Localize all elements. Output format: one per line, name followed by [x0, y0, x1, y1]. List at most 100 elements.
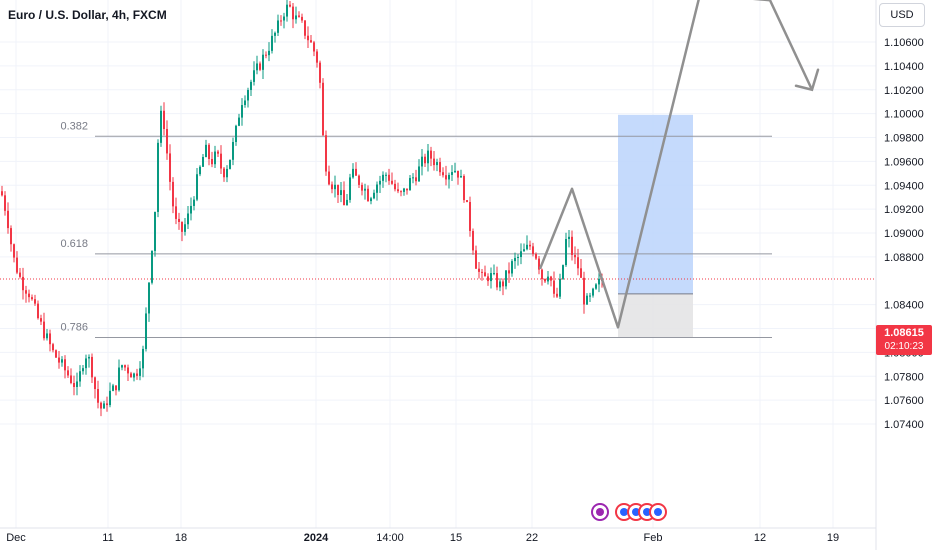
last-price-value: 1.08615 — [884, 327, 924, 339]
candle-body — [301, 16, 303, 21]
candle-body — [484, 272, 486, 277]
candle-body — [103, 403, 105, 409]
candle-body — [478, 268, 480, 272]
candle-body — [427, 150, 429, 164]
price-axis-label: 1.09400 — [884, 180, 924, 192]
candle-body — [421, 156, 423, 167]
candle-body — [568, 236, 570, 239]
candle-body — [397, 189, 399, 192]
candle-body — [559, 278, 561, 297]
position-stop-zone — [618, 293, 693, 338]
candle-body — [205, 144, 207, 157]
event-icon-core — [643, 508, 651, 516]
candle-body — [64, 359, 66, 371]
candle-body — [139, 368, 141, 376]
candle-body — [400, 191, 402, 193]
candle-body — [418, 166, 420, 182]
candle-body — [91, 356, 93, 378]
candle-body — [151, 250, 153, 283]
candle-body — [409, 178, 411, 191]
candle-body — [250, 81, 252, 90]
candle-body — [385, 174, 387, 176]
candle-body — [508, 270, 510, 274]
candle-body — [262, 54, 264, 70]
candle-body — [247, 89, 249, 101]
candle-body — [106, 403, 108, 406]
symbol-title[interactable]: Euro / U.S. Dollar, 4h, FXCM — [8, 8, 167, 22]
candle-body — [82, 368, 84, 372]
time-axis-label: 11 — [102, 532, 113, 544]
candle-body — [196, 174, 198, 200]
candle-body — [436, 162, 438, 166]
candle-body — [28, 293, 30, 298]
candle-body — [178, 218, 180, 223]
candle-body — [25, 290, 27, 294]
candle-body — [598, 278, 600, 285]
candle-body — [502, 281, 504, 287]
candle-body — [535, 253, 537, 259]
candle-body — [445, 175, 447, 180]
candle-body — [4, 195, 6, 211]
candle-body — [412, 177, 414, 179]
fib-level-label: 0.382 — [60, 120, 88, 132]
candle-body — [136, 373, 138, 376]
price-axis-label: 1.09200 — [884, 204, 924, 216]
candle-body — [19, 272, 21, 277]
time-axis-label: 22 — [526, 532, 538, 544]
candle-body — [454, 170, 456, 173]
candle-body — [142, 348, 144, 369]
candle-body — [463, 175, 465, 201]
candle-body — [472, 230, 474, 251]
candle-body — [361, 184, 363, 191]
candle-body — [274, 32, 276, 36]
time-axis-label: Feb — [644, 532, 663, 544]
price-axis-label: 1.10400 — [884, 61, 924, 73]
candle-body — [130, 373, 132, 378]
candle-body — [310, 40, 312, 43]
candle-body — [67, 370, 69, 376]
candle-body — [58, 357, 60, 363]
price-axis-label: 1.07600 — [884, 395, 924, 407]
candle-body — [367, 188, 369, 202]
candle-body — [208, 144, 210, 159]
candle-body — [490, 273, 492, 282]
time-axis-label: 15 — [450, 532, 462, 544]
candle-body — [499, 281, 501, 288]
candle-body — [169, 153, 171, 182]
candle-body — [7, 210, 9, 229]
candle-body — [487, 276, 489, 282]
candle-body — [394, 183, 396, 190]
event-icon-core — [654, 508, 662, 516]
event-icon-core — [596, 508, 604, 516]
time-axis-label: 2024 — [304, 532, 329, 544]
candle-body — [199, 166, 201, 175]
candle-body — [34, 299, 36, 304]
candle-body — [121, 365, 123, 368]
candle-body — [37, 303, 39, 319]
candle-body — [154, 211, 156, 251]
candle-body — [577, 257, 579, 269]
candle-body — [415, 177, 417, 182]
candle-body — [505, 270, 507, 287]
candle-body — [97, 389, 99, 403]
candle-body — [424, 156, 426, 164]
candle-body — [544, 279, 546, 282]
currency-selector-button[interactable]: USD — [879, 3, 925, 27]
candle-body — [163, 110, 165, 130]
bar-countdown: 02:10:23 — [884, 341, 924, 352]
candle-body — [451, 172, 453, 175]
price-axis-label: 1.10000 — [884, 109, 924, 121]
candle-body — [61, 359, 63, 363]
price-axis-label: 1.09800 — [884, 133, 924, 145]
price-axis-label: 1.09600 — [884, 156, 924, 168]
candle-body — [166, 129, 168, 154]
candle-body — [283, 16, 285, 21]
candle-body — [79, 371, 81, 382]
candle-body — [331, 184, 333, 190]
candle-body — [379, 180, 381, 185]
candle-body — [235, 125, 237, 142]
candle-body — [391, 180, 393, 184]
candle-body — [517, 256, 519, 258]
candle-body — [376, 184, 378, 193]
